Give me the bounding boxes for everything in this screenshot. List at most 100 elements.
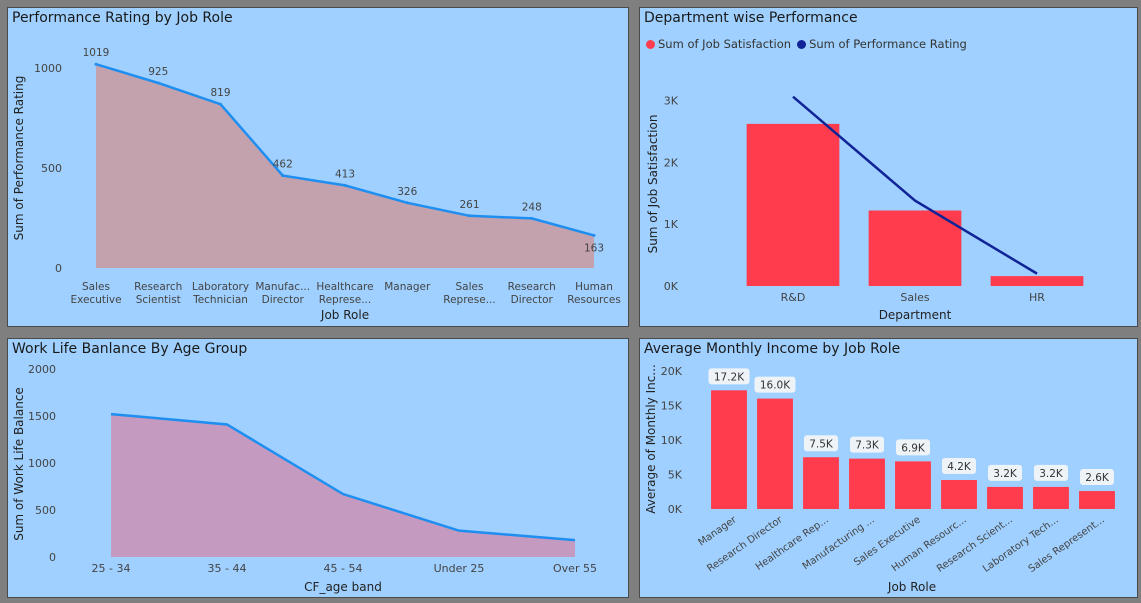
data-label: 17.2K [714,371,745,383]
bar [849,458,885,509]
x-tick-label: Manufac... [255,281,310,293]
data-point [156,81,160,85]
legend: Sum of Job Satisfaction Sum of Performanc… [646,37,973,51]
x-tick-label: Executive [70,294,121,306]
y-tick-label: 15K [661,400,683,413]
x-tick-label: Human Resourc... [890,514,969,574]
x-tick-label: 35 - 44 [208,562,247,575]
data-label: 163 [584,242,604,254]
data-label: 413 [335,168,355,180]
data-point [405,201,409,205]
data-label: 925 [148,66,168,78]
data-label: 462 [273,159,293,171]
chart-title: Performance Rating by Job Role [12,10,233,26]
data-point [281,174,285,178]
x-tick-label: HR [1029,291,1045,304]
data-point [219,102,222,106]
bar [757,398,793,509]
bar [746,123,840,286]
work-life-balance-chart: 0 500 1000 1500 2000 25 - 34 35 - 44 45 - 54 Und… [12,363,597,594]
y-tick-label: 0 [49,551,56,564]
x-tick-label: Under 25 [434,562,485,575]
x-tick-label: Director [262,294,305,306]
data-point [94,62,98,66]
bar [941,480,977,509]
x-tick-label: Manager [384,281,431,293]
monthly-income-chart: 0K 5K 10K 15K 20K 17.2K Manager 16.0K Research D… [644,364,1115,594]
x-tick-label: Represe... [319,294,371,306]
data-label: 3.2K [993,468,1018,480]
data-label-box [1080,469,1114,486]
bar [990,276,1084,286]
y-tick-label: 1000 [28,457,56,470]
bar [987,486,1023,509]
x-tick-label: Manager [696,514,739,549]
x-tick-label: 45 - 54 [324,562,363,575]
performance-by-role-chart: 050010001019SalesExecutive925ResearchSci… [12,47,621,322]
bar [895,461,931,509]
department-performance-panel: Department wise Performance Sum of Job S… [639,7,1138,327]
legend-label: Sum of Job Satisfaction [658,37,792,51]
data-label-box [754,376,796,393]
area-fill [96,64,594,268]
chart-title: Department wise Performance [644,10,858,26]
x-tick-label: Laboratory [192,281,249,293]
chart-title: Average Monthly Income by Job Role [644,341,901,357]
data-label: 1019 [83,47,110,59]
x-tick-label: Laboratory Tech... [981,514,1061,574]
y-tick-label: 2K [664,156,679,169]
x-tick-label: Human [575,281,613,293]
y-tick-label: 1K [664,218,679,231]
data-label: 261 [459,199,479,211]
x-tick-label: Represe... [443,294,495,306]
data-point [592,233,596,237]
x-tick-label: Healthcare [316,281,373,293]
work-life-balance-panel: Work Life Banlance By Age Group 0 500 1000… [7,338,629,598]
y-tick-label: 500 [35,504,56,517]
y-tick-label: 500 [41,162,62,175]
legend-dot-icon [646,40,655,49]
y-tick-label: 0K [664,280,679,293]
bar [1033,486,1069,509]
y-tick-label: 0 [55,262,62,275]
chart-title: Work Life Banlance By Age Group [12,341,248,357]
x-tick-label: Technician [192,294,248,306]
x-tick-label: Director [511,294,554,306]
series-line [110,412,576,542]
x-axis-label: Job Role [320,308,369,322]
data-label-box [988,464,1022,481]
y-axis-label: Average of Monthly Inc... [644,364,658,514]
data-label-box [942,458,976,475]
data-label-box [850,436,884,453]
data-label: 248 [522,201,542,213]
bar [711,390,747,509]
performance-by-role-panel: Performance Rating by Job Role 0 500 1000 1… [7,7,629,327]
data-label: 6.9K [901,442,926,454]
y-tick-label: 1000 [34,62,62,75]
x-tick-label: Research [134,281,182,293]
y-tick-label: 2000 [28,363,56,376]
x-tick-label: Resources [567,294,621,306]
data-label: 2.6K [1085,472,1110,484]
legend-item-job-satisfaction[interactable]: Sum of Job Satisfaction [646,37,791,51]
data-label: 4.2K [947,461,972,473]
y-axis-label: Sum of Job Satisfaction [646,115,660,254]
x-tick-label: Research [508,281,556,293]
data-label-box [896,439,930,456]
y-tick-label: 5K [668,469,683,482]
department-performance-chart: 0K 1K 2K 3K R&D Sales HR Department Sum of Job S… [646,94,1084,322]
y-axis-label: Sum of Work Life Balance [12,387,26,541]
data-label: 16.0K [760,380,791,392]
data-point [530,216,534,220]
legend-item-performance-rating[interactable]: Sum of Performance Rating [797,37,967,51]
data-point [468,214,471,218]
y-tick-label: 20K [661,365,683,378]
x-tick-label: 25 - 34 [92,562,131,575]
bar [868,210,962,286]
x-tick-label: Research Director [705,514,785,575]
x-tick-label: Sales [456,281,484,293]
monthly-income-panel: Average Monthly Income by Job Role 0K 5K 1… [639,338,1138,598]
x-axis-label: Department [879,308,952,322]
x-tick-label: Research Scient... [935,514,1015,574]
series-line [792,95,1038,275]
